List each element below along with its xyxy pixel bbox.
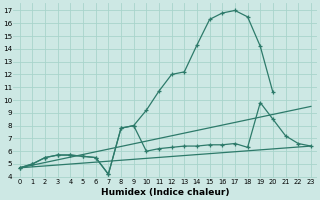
- X-axis label: Humidex (Indice chaleur): Humidex (Indice chaleur): [101, 188, 229, 197]
